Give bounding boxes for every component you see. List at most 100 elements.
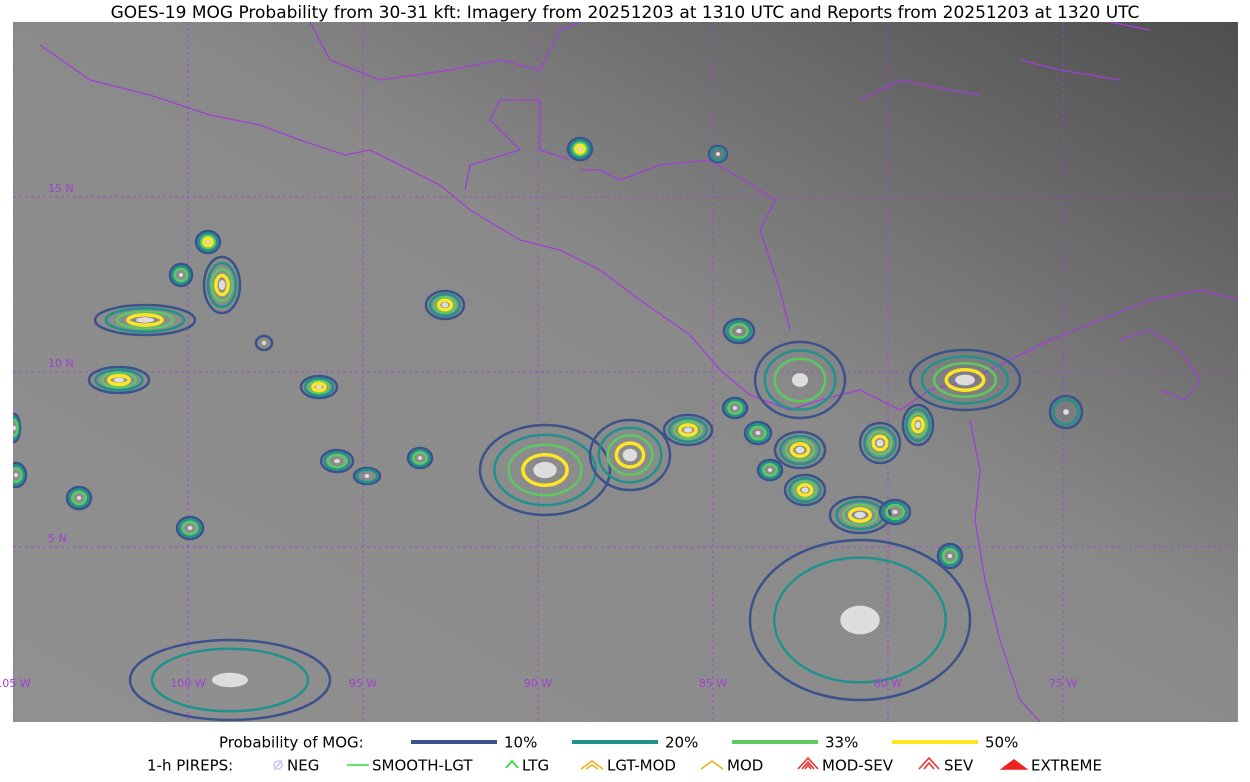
legend-label: LTG <box>522 757 549 775</box>
contour <box>871 434 889 452</box>
contour <box>299 374 339 400</box>
legend-title: Probability of MOG: <box>219 734 364 752</box>
contour <box>171 265 191 285</box>
contour <box>763 349 837 411</box>
core <box>767 468 773 472</box>
contour <box>94 368 144 392</box>
legend-label: 10% <box>504 734 537 752</box>
core <box>732 406 738 410</box>
contour <box>678 423 698 437</box>
contour <box>202 255 242 315</box>
core <box>364 474 370 478</box>
contour <box>773 357 827 403</box>
contour <box>784 438 816 462</box>
legend-label: 20% <box>665 734 698 752</box>
contour <box>433 295 457 315</box>
legend-label: SEV <box>944 757 974 775</box>
contour <box>911 416 925 434</box>
contour <box>326 453 348 469</box>
contour <box>748 538 972 702</box>
core <box>854 511 866 519</box>
contour <box>107 373 131 387</box>
contour <box>65 485 93 511</box>
legend-label: MOD <box>727 757 763 775</box>
contour <box>214 273 230 297</box>
core <box>76 496 82 500</box>
contour <box>939 545 961 567</box>
contour <box>707 144 729 164</box>
title: GOES-19 MOG Probability from 30-31 kft: … <box>111 3 1140 23</box>
contour <box>436 298 454 312</box>
contour <box>905 408 931 442</box>
core <box>205 240 211 244</box>
graticule <box>13 22 1238 722</box>
legend-icon <box>918 756 940 770</box>
contour <box>13 412 22 444</box>
contour <box>867 430 893 456</box>
contour <box>574 143 586 155</box>
contour <box>729 323 749 339</box>
contour <box>323 451 351 471</box>
core <box>212 672 248 688</box>
contour <box>920 355 1010 405</box>
lon-label: 100 W <box>170 677 205 690</box>
core <box>218 279 226 291</box>
contour <box>668 417 708 443</box>
contour <box>863 426 897 460</box>
contour <box>724 398 746 418</box>
contour <box>355 468 379 484</box>
core <box>334 459 340 463</box>
contour <box>901 403 935 447</box>
contour <box>115 310 175 330</box>
core <box>441 302 449 308</box>
legend: Probability of MOG: 10% 20% 33% 50% 1-h PIREP… <box>147 734 1102 775</box>
core <box>876 439 884 447</box>
legend-label: SMOOTH-LGT <box>372 757 473 775</box>
contour <box>796 483 814 497</box>
core <box>622 448 638 462</box>
legend-label: LGT-MOD <box>607 757 676 775</box>
contour <box>13 461 28 489</box>
lon-label: 85 W <box>699 677 727 690</box>
contour <box>936 542 964 570</box>
contour <box>749 425 767 441</box>
contour <box>173 267 189 283</box>
contour <box>944 368 986 392</box>
lat-label: 15 N <box>48 182 74 195</box>
contour <box>908 412 928 438</box>
contour <box>71 490 87 506</box>
core <box>915 421 921 429</box>
core <box>315 385 323 389</box>
contour <box>662 413 714 447</box>
contour <box>150 647 310 713</box>
contour <box>13 415 20 441</box>
lon-label: 95 W <box>349 677 377 690</box>
contour <box>13 418 19 438</box>
core <box>955 374 975 386</box>
contour <box>68 488 90 508</box>
contour <box>932 361 998 399</box>
core <box>13 425 16 431</box>
contour <box>858 421 902 465</box>
contour <box>722 317 756 345</box>
contour <box>779 434 821 466</box>
contour <box>507 443 583 497</box>
contour <box>210 268 234 302</box>
core <box>791 373 809 387</box>
contour <box>614 441 646 469</box>
contour <box>588 418 672 492</box>
legend-title: 1-h PIREPS: <box>147 757 233 775</box>
core <box>417 456 423 460</box>
lon-label: 105 W <box>0 677 31 690</box>
contour <box>1052 398 1080 426</box>
contour <box>792 480 818 500</box>
contour <box>726 320 752 342</box>
contour <box>319 448 355 474</box>
contour <box>753 340 847 420</box>
lon-label: 75 W <box>1049 677 1077 690</box>
core <box>801 487 809 493</box>
contour <box>673 420 703 440</box>
contour <box>406 446 434 470</box>
core <box>262 341 266 345</box>
